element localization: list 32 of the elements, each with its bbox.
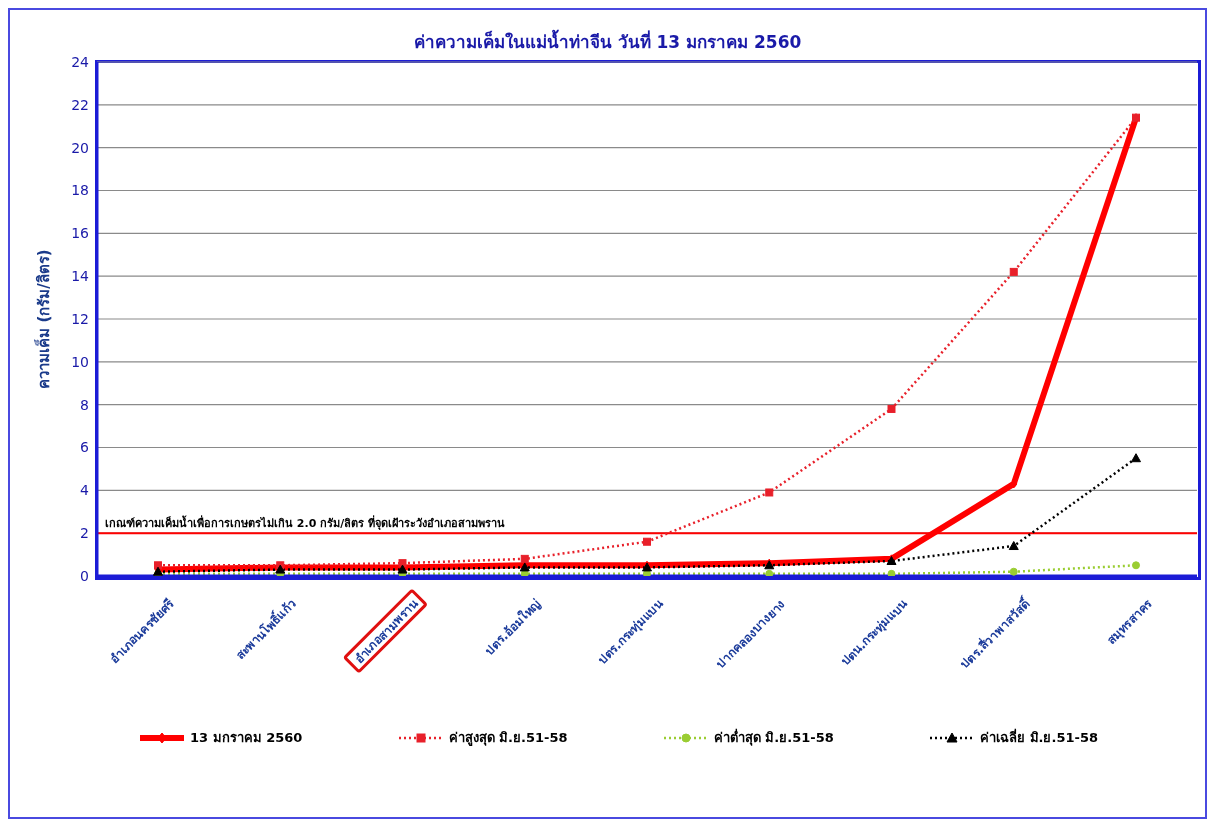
- point: [765, 488, 774, 497]
- legend-label: 13 มกราคม 2560: [190, 729, 303, 747]
- point: [887, 404, 896, 413]
- y-tick-label: 8: [80, 396, 89, 413]
- y-tick-label: 14: [71, 268, 90, 285]
- y-tick-label: 2: [80, 525, 89, 542]
- y-axis-title: ความเค็ม (กรัม/ลิตร): [34, 249, 54, 389]
- y-tick-label: 4: [80, 482, 90, 499]
- y-tick-label: 0: [80, 567, 89, 584]
- point: [1009, 267, 1018, 276]
- ref-line-label: เกณฑ์ความเค็มน้ำเพื่อการเกษตรไม่เกิน 2.0 กรัม/ลิตร ที่จุดเฝ้าระวังอำเภอสามพราน: [105, 515, 505, 532]
- point: [520, 554, 529, 563]
- point: [643, 537, 651, 546]
- point: [1132, 561, 1140, 570]
- y-tick-label: 20: [71, 139, 89, 156]
- point: [1009, 567, 1018, 576]
- point: [1131, 453, 1141, 463]
- point: [154, 561, 162, 570]
- point: [765, 569, 774, 576]
- chart-title: ค่าความเค็มในแม่น้ำท่าจีน วันที่ 13 มกราคม 2560: [412, 28, 803, 54]
- legend-label: ค่าสูงสุด มิ.ย.51-58: [448, 729, 568, 748]
- y-tick-label: 16: [71, 225, 90, 242]
- y-tick-label: 10: [71, 353, 89, 370]
- point: [1008, 541, 1019, 551]
- y-tick-label: 12: [71, 310, 89, 327]
- y-tick-label: 6: [80, 439, 90, 456]
- y-tick-label: 22: [71, 96, 89, 113]
- point: [887, 569, 896, 576]
- legend-label: ค่าต่ำสุด มิ.ย.51-58: [713, 727, 834, 748]
- y-tick-label: 18: [71, 182, 89, 199]
- legend-label: ค่าเฉลี่ย มิ.ย.51-58: [980, 727, 1098, 747]
- y-tick-label: 24: [71, 53, 90, 70]
